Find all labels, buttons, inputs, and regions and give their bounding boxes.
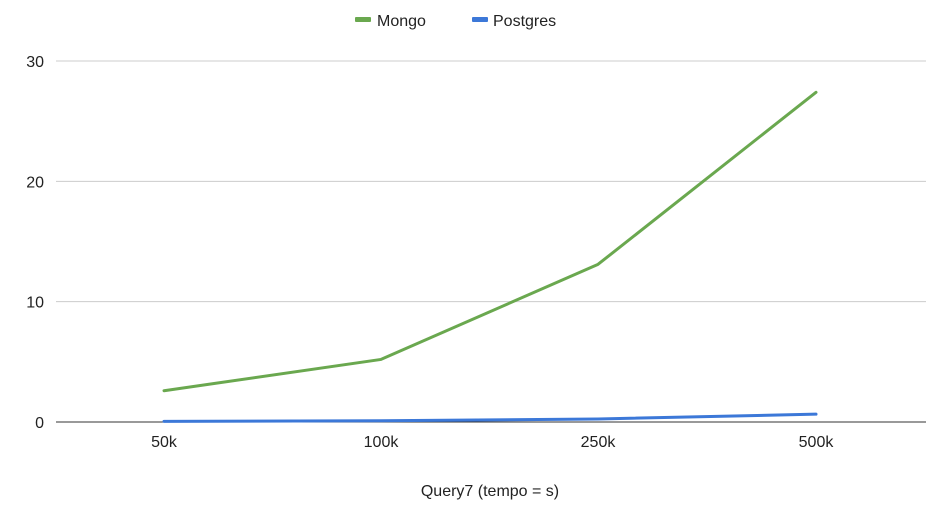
gridlines — [56, 60, 926, 423]
legend-label-postgres: Postgres — [493, 13, 556, 30]
legend-label-mongo: Mongo — [377, 13, 426, 30]
series-line-postgres — [162, 412, 818, 423]
y-tick-label: 0 — [35, 415, 44, 432]
x-tick-label: 250k — [581, 434, 617, 451]
legend-swatch-mongo — [355, 17, 371, 22]
y-tick-label: 20 — [26, 174, 44, 191]
x-axis-ticks: 50k 100k 250k 500k — [151, 434, 834, 451]
x-tick-label: 100k — [364, 434, 400, 451]
series-lines — [162, 90, 818, 423]
x-tick-label: 50k — [151, 434, 178, 451]
series-line-mongo — [162, 90, 818, 393]
x-tick-label: 500k — [799, 434, 835, 451]
legend: Mongo Postgres — [355, 13, 556, 30]
legend-swatch-postgres — [472, 17, 488, 22]
y-tick-label: 10 — [26, 295, 44, 312]
y-axis-ticks: 0 10 20 30 — [26, 54, 44, 432]
x-axis-title: Query7 (tempo = s) — [421, 483, 559, 500]
y-tick-label: 30 — [26, 54, 44, 71]
